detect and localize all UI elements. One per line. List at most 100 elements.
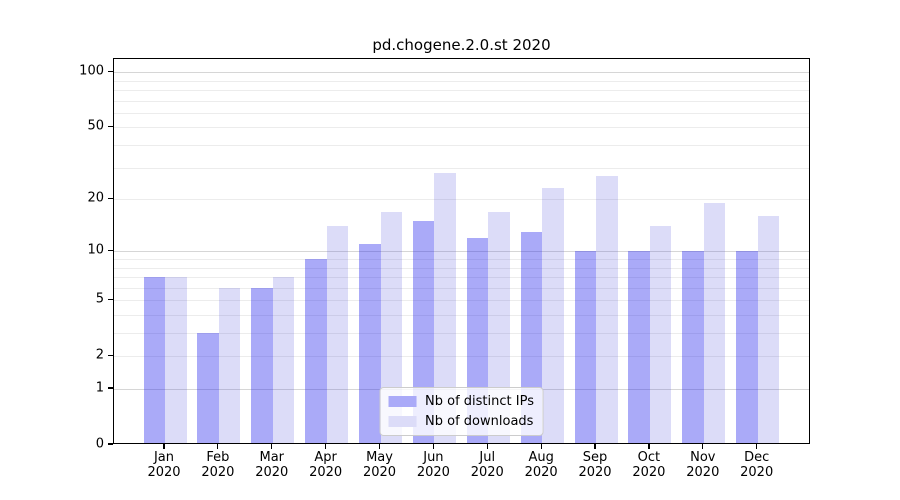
plot-area: Nb of distinct IPs Nb of downloads [113, 58, 810, 444]
bar-downloads-jan [165, 277, 187, 443]
bar-downloads-mar [272, 277, 295, 443]
gridline [114, 277, 809, 279]
bar-downloads-feb [218, 287, 241, 443]
bar-distinct-ips-dec [736, 251, 758, 443]
gridline [114, 287, 809, 289]
y-tick-mark [108, 387, 113, 389]
x-tick-month: Feb [206, 450, 230, 465]
x-tick-year: 2020 [147, 465, 181, 480]
x-tick-mark [486, 444, 488, 449]
legend-swatch-downloads [388, 416, 417, 427]
bar-downloads-nov [703, 203, 726, 443]
gridline [114, 167, 809, 169]
bar-downloads-sep [596, 175, 618, 443]
y-tick-label: 50 [87, 118, 104, 134]
x-tick-label: Jan 2020 [136, 450, 192, 480]
x-tick-year: 2020 [201, 465, 235, 480]
x-tick-label: Dec 2020 [729, 450, 785, 480]
x-tick-year: 2020 [524, 465, 558, 480]
bar-distinct-ips-oct [628, 251, 650, 443]
gridline [114, 145, 809, 147]
legend-item-downloads: Nb of downloads [388, 414, 534, 429]
gridline [114, 80, 809, 82]
gridline [114, 251, 809, 253]
x-tick-label: Aug 2020 [513, 450, 569, 480]
plot-wrap: Nb of distinct IPs Nb of downloads 0 1 2 5 1… [79, 58, 810, 480]
legend-item-distinct-ips: Nb of distinct IPs [388, 394, 534, 409]
x-tick-year: 2020 [740, 465, 774, 480]
x-tick-mark [648, 444, 650, 449]
y-tick-mark [108, 443, 113, 445]
gridline [114, 199, 809, 201]
x-tick-month: Aug [528, 450, 554, 465]
legend-label-distinct-ips: Nb of distinct IPs [425, 394, 534, 409]
bar-distinct-ips-sep [574, 251, 597, 443]
x-tick-label: Oct 2020 [621, 450, 677, 480]
gridline [114, 127, 809, 129]
bar-downloads-jun [434, 173, 456, 443]
x-tick-mark [540, 444, 542, 449]
x-tick-label: May 2020 [352, 450, 408, 480]
x-tick-mark [702, 444, 704, 449]
x-tick-label: Feb 2020 [190, 450, 246, 480]
x-tick-label: Mar 2020 [244, 450, 300, 480]
x-tick-mark [756, 444, 758, 449]
gridline [114, 100, 809, 102]
y-tick-label: 20 [87, 190, 104, 206]
x-tick-year: 2020 [470, 465, 504, 480]
bar-downloads-may [380, 211, 403, 443]
x-tick-mark [378, 444, 381, 449]
y-tick-label: 5 [95, 291, 104, 307]
x-tick-month: May [366, 450, 393, 465]
x-tick-month: Apr [314, 450, 337, 465]
x-tick-month: Mar [259, 450, 285, 465]
gridline [114, 267, 809, 269]
bar-downloads-dec [757, 216, 780, 443]
y-tick-label: 1 [95, 380, 104, 396]
gridline [114, 356, 809, 358]
gridline [114, 90, 809, 92]
x-tick-mark [163, 444, 165, 449]
x-tick-year: 2020 [362, 465, 397, 480]
gridline [114, 300, 809, 302]
bar-downloads-jul [488, 211, 510, 443]
x-tick-month: Jan [153, 450, 175, 465]
gridline [114, 112, 809, 114]
y-tick-label: 100 [79, 63, 104, 79]
x-tick-label: Apr 2020 [298, 450, 354, 480]
x-tick-year: 2020 [416, 465, 450, 480]
x-tick-year: 2020 [686, 465, 720, 480]
gridline [114, 333, 809, 335]
y-tick-mark [108, 354, 113, 356]
x-tick-month: Oct [637, 450, 661, 465]
bar-distinct-ips-may [359, 244, 381, 443]
x-tick-year: 2020 [578, 465, 612, 480]
bar-downloads-aug [542, 188, 564, 443]
y-tick-mark [108, 125, 113, 128]
gridline [114, 259, 809, 261]
bar-downloads-oct [649, 226, 672, 443]
bar-downloads-apr [326, 226, 349, 443]
bar-distinct-ips-jan [143, 277, 165, 443]
x-tick-month: Nov [690, 450, 716, 465]
x-tick-month: Dec [744, 450, 770, 465]
x-tick-month: Jun [423, 450, 444, 465]
x-tick-label: Jun 2020 [405, 450, 461, 480]
x-tick-mark [271, 444, 273, 449]
chart-title: pd.chogene.2.0.st 2020 [372, 36, 551, 54]
x-tick-label: Sep 2020 [567, 450, 623, 480]
x-tick-label: Jul 2020 [459, 450, 515, 480]
y-tick-mark [108, 70, 113, 72]
x-tick-mark [432, 444, 434, 449]
legend-label-downloads: Nb of downloads [425, 414, 534, 429]
legend: Nb of distinct IPs Nb of downloads [379, 387, 544, 436]
x-tick-month: Jul [479, 450, 496, 465]
x-tick-mark [217, 444, 219, 449]
y-tick-mark [108, 249, 113, 251]
y-tick-label: 10 [87, 242, 104, 258]
x-tick-label: Nov 2020 [675, 450, 731, 480]
y-tick-mark [108, 197, 113, 199]
y-tick-label: 2 [95, 347, 104, 363]
x-tick-year: 2020 [255, 465, 289, 480]
